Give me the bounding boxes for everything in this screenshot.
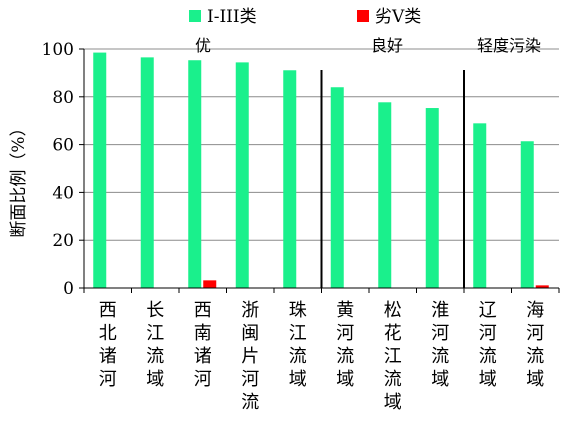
category-labels: 西北诸河 长江流域 西南诸河 浙闽片河流 珠江流域 黄河流域 松花江流域 淮河流域 辽河流域 海河… — [99, 300, 545, 413]
zone-label: 良好 — [371, 36, 403, 55]
bar-i-iii-9 — [473, 123, 487, 288]
bar-i-iii-3 — [188, 60, 202, 288]
zone-labels: 优 良好 轻度污染 — [195, 36, 541, 55]
y-tick-label: 60 — [52, 136, 74, 156]
bar-worse-v-10 — [535, 285, 549, 288]
zone-label: 轻度污染 — [477, 36, 541, 55]
category-label: 珠江流域 — [289, 300, 307, 390]
category-label: 海河流域 — [526, 300, 544, 390]
y-tick-label: 0 — [63, 279, 74, 299]
zone-separators — [320, 70, 465, 288]
legend: I-III类 劣V类 — [189, 7, 421, 27]
category-label: 西南诸河 — [194, 300, 212, 390]
category-label: 辽河流域 — [479, 300, 497, 390]
bar-i-iii-1 — [93, 52, 107, 289]
bar-i-iii-8 — [425, 108, 439, 289]
bar-i-iii-10 — [520, 141, 534, 288]
category-label: 西北诸河 — [99, 300, 117, 390]
legend-swatch — [357, 10, 369, 22]
legend-swatch — [189, 10, 201, 22]
bar-worse-v-3 — [203, 280, 217, 288]
y-tick-label: 80 — [52, 88, 74, 108]
y-axis-label: 断面比例（%） — [9, 119, 29, 237]
category-label: 淮河流域 — [431, 300, 449, 390]
y-tick-labels: 0 20 40 60 80 100 — [42, 40, 560, 299]
bar-i-iii-4 — [235, 62, 249, 288]
y-tick-label: 20 — [52, 231, 74, 251]
legend-label: 劣V类 — [375, 7, 421, 27]
category-label: 松花江流域 — [384, 300, 402, 413]
bar-i-iii-7 — [378, 102, 392, 288]
category-label: 黄河流域 — [336, 300, 354, 390]
y-tick-label: 40 — [52, 183, 74, 203]
category-label: 浙闽片河流 — [241, 300, 259, 413]
category-label: 长江流域 — [146, 300, 164, 390]
bar-i-iii-6 — [330, 87, 344, 289]
y-tick-label: 100 — [42, 40, 74, 60]
bar-i-iii-2 — [140, 57, 154, 288]
legend-label: I-III类 — [207, 7, 257, 27]
bars — [93, 52, 549, 289]
bar-i-iii-5 — [283, 70, 297, 289]
zone-label: 优 — [195, 36, 211, 55]
